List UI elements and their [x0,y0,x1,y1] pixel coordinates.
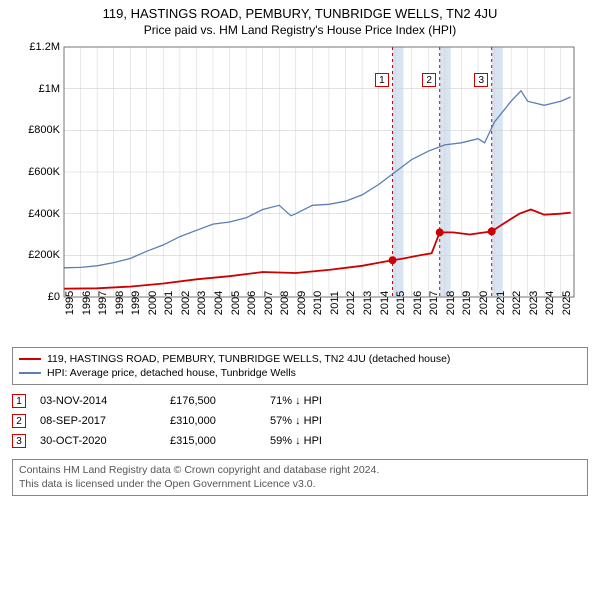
event-date: 30-OCT-2020 [40,435,170,447]
event-date: 08-SEP-2017 [40,415,170,427]
event-number-box: 2 [12,414,26,428]
footer-line-2: This data is licensed under the Open Gov… [19,478,581,492]
event-number-box: 1 [12,394,26,408]
x-axis-label: 2014 [379,291,391,315]
x-axis-label: 2018 [445,291,457,315]
event-price: £176,500 [170,395,270,407]
x-axis-label: 1999 [130,291,142,315]
x-axis-label: 2022 [511,291,523,315]
x-axis-label: 2013 [362,291,374,315]
x-axis-label: 2000 [147,291,159,315]
event-number-box: 3 [12,434,26,448]
event-hpi-delta: 59% ↓ HPI [270,435,322,447]
x-axis-label: 2003 [196,291,208,315]
x-axis-label: 2017 [428,291,440,315]
x-axis-label: 2016 [412,291,424,315]
event-marker-box: 1 [375,73,389,87]
event-price: £310,000 [170,415,270,427]
y-axis-label: £200K [20,249,60,261]
y-axis-label: £400K [20,208,60,220]
event-row: 1 03-NOV-2014£176,50071% ↓ HPI [12,391,588,411]
y-axis-label: £600K [20,166,60,178]
event-date: 03-NOV-2014 [40,395,170,407]
y-axis-label: £800K [20,124,60,136]
x-axis-label: 2009 [296,291,308,315]
x-axis-label: 2023 [528,291,540,315]
y-axis-label: £0 [20,291,60,303]
legend-item: 119, HASTINGS ROAD, PEMBURY, TUNBRIDGE W… [19,352,581,366]
x-axis-label: 2001 [163,291,175,315]
x-axis-label: 2011 [329,291,341,315]
x-axis-label: 2010 [312,291,324,315]
x-axis-label: 1996 [81,291,93,315]
x-axis-label: 2020 [478,291,490,315]
legend: 119, HASTINGS ROAD, PEMBURY, TUNBRIDGE W… [12,347,588,385]
event-marker-box: 2 [422,73,436,87]
x-axis-label: 2008 [279,291,291,315]
legend-label: 119, HASTINGS ROAD, PEMBURY, TUNBRIDGE W… [47,353,450,365]
x-axis-label: 2021 [495,291,507,315]
footer-line-1: Contains HM Land Registry data © Crown c… [19,464,581,478]
event-row: 2 08-SEP-2017£310,00057% ↓ HPI [12,411,588,431]
y-axis-label: £1M [20,83,60,95]
x-axis-label: 1997 [97,291,109,315]
x-axis-label: 1995 [64,291,76,315]
price-chart: £0 £200K £400K £600K £800K £1M £1.2M 1995 1996 19… [20,41,580,341]
attribution-footer: Contains HM Land Registry data © Crown c… [12,459,588,496]
x-axis-label: 2025 [561,291,573,315]
legend-swatch [19,372,41,374]
x-axis-label: 2007 [263,291,275,315]
event-marker-box: 3 [474,73,488,87]
legend-swatch [19,358,41,360]
event-row: 3 30-OCT-2020£315,00059% ↓ HPI [12,431,588,451]
x-axis-label: 2002 [180,291,192,315]
event-hpi-delta: 71% ↓ HPI [270,395,322,407]
x-axis-label: 2019 [461,291,473,315]
x-axis-label: 2005 [230,291,242,315]
event-price: £315,000 [170,435,270,447]
legend-item: HPI: Average price, detached house, Tunb… [19,366,581,380]
x-axis-label: 2015 [395,291,407,315]
legend-label: HPI: Average price, detached house, Tunb… [47,367,296,379]
x-axis-label: 2024 [544,291,556,315]
x-axis-label: 2004 [213,291,225,315]
event-hpi-delta: 57% ↓ HPI [270,415,322,427]
chart-title-1: 119, HASTINGS ROAD, PEMBURY, TUNBRIDGE W… [0,0,600,21]
y-axis-label: £1.2M [20,41,60,53]
chart-title-2: Price paid vs. HM Land Registry's House … [0,21,600,41]
x-axis-label: 2012 [345,291,357,315]
event-table: 1 03-NOV-2014£176,50071% ↓ HPI 2 08-SEP-201… [12,391,588,451]
x-axis-label: 1998 [114,291,126,315]
x-axis-label: 2006 [246,291,258,315]
